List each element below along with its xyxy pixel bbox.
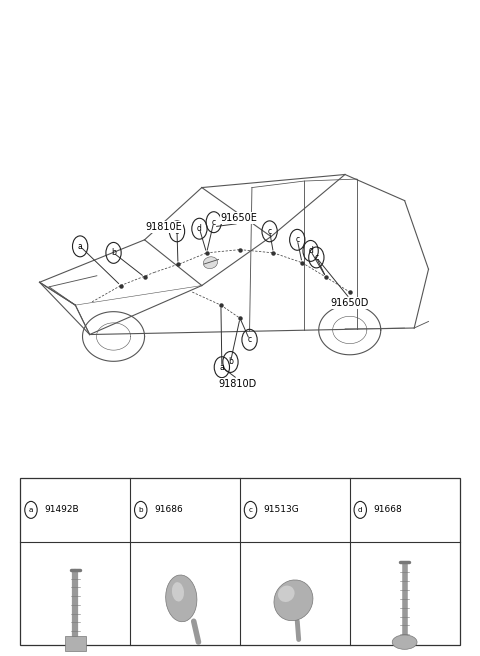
Ellipse shape bbox=[274, 580, 313, 621]
Text: b: b bbox=[138, 507, 143, 513]
Text: d: d bbox=[358, 507, 362, 513]
Text: d: d bbox=[197, 224, 202, 234]
Text: a: a bbox=[78, 242, 83, 251]
Text: 91650E: 91650E bbox=[221, 213, 257, 223]
Ellipse shape bbox=[278, 586, 295, 602]
Text: d: d bbox=[308, 247, 313, 255]
Text: c: c bbox=[212, 218, 216, 227]
Text: a: a bbox=[219, 363, 224, 372]
Text: c: c bbox=[249, 507, 252, 513]
Ellipse shape bbox=[166, 575, 197, 622]
Text: 91810D: 91810D bbox=[218, 379, 257, 388]
Text: b: b bbox=[228, 358, 233, 367]
Ellipse shape bbox=[172, 582, 184, 602]
FancyBboxPatch shape bbox=[21, 478, 459, 645]
Text: 91513G: 91513G bbox=[264, 505, 300, 514]
Text: 91810E: 91810E bbox=[145, 222, 182, 232]
Text: 91492B: 91492B bbox=[44, 505, 79, 514]
FancyBboxPatch shape bbox=[65, 636, 86, 651]
Text: c: c bbox=[267, 227, 272, 236]
Text: c: c bbox=[175, 227, 179, 236]
Text: 91650D: 91650D bbox=[331, 298, 369, 308]
Ellipse shape bbox=[203, 256, 217, 268]
Text: b: b bbox=[111, 249, 116, 257]
Text: c: c bbox=[295, 236, 300, 244]
Text: c: c bbox=[314, 253, 318, 262]
Text: c: c bbox=[248, 335, 252, 344]
Ellipse shape bbox=[392, 635, 417, 649]
Text: 91668: 91668 bbox=[373, 505, 402, 514]
Text: a: a bbox=[29, 507, 33, 513]
Text: 91686: 91686 bbox=[154, 505, 183, 514]
